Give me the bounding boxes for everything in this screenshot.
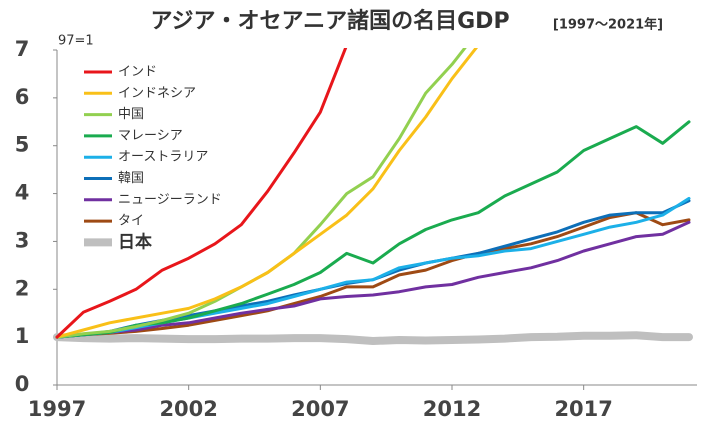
legend-label: 韓国 (118, 171, 144, 186)
series-line (55, 48, 479, 339)
y-tick-label: 7 (15, 37, 30, 61)
legend-label: オーストラリア (118, 150, 208, 165)
y-tick-label: 0 (15, 372, 30, 396)
chart-title: アジア・オセアニア諸国の名目GDP (150, 8, 509, 34)
legend-label: 中国 (118, 107, 144, 122)
plot-area (53, 48, 693, 345)
x-tick-label: 2002 (159, 397, 217, 421)
series-line (55, 120, 691, 339)
y-tick-label: 3 (15, 228, 30, 252)
series-line (55, 48, 348, 339)
x-tick-label: 2017 (554, 397, 612, 421)
x-tick-label: 1997 (28, 397, 86, 421)
annotation: 97=1 (58, 34, 94, 49)
legend-label: ニュージーランド (118, 192, 222, 207)
x-tick-label: 2012 (423, 397, 481, 421)
legend-label: タイ (118, 214, 144, 229)
legend-label: インド (118, 65, 157, 80)
series-line (55, 211, 691, 339)
y-tick-label: 2 (15, 276, 30, 300)
series-line (55, 48, 467, 339)
legend-label: 日本 (118, 231, 152, 252)
y-tick-label: 6 (15, 85, 30, 109)
y-tick-label: 4 (15, 181, 30, 205)
y-tick-label: 1 (15, 324, 30, 348)
x-tick-label: 2007 (291, 397, 349, 421)
series-line (55, 220, 691, 339)
y-tick-label: 5 (15, 133, 30, 157)
chart-subtitle: [1997～2021年] (553, 17, 663, 33)
legend-label: インドネシア (118, 86, 196, 101)
legend-label: マレーシア (118, 128, 183, 143)
series-line (53, 331, 693, 345)
